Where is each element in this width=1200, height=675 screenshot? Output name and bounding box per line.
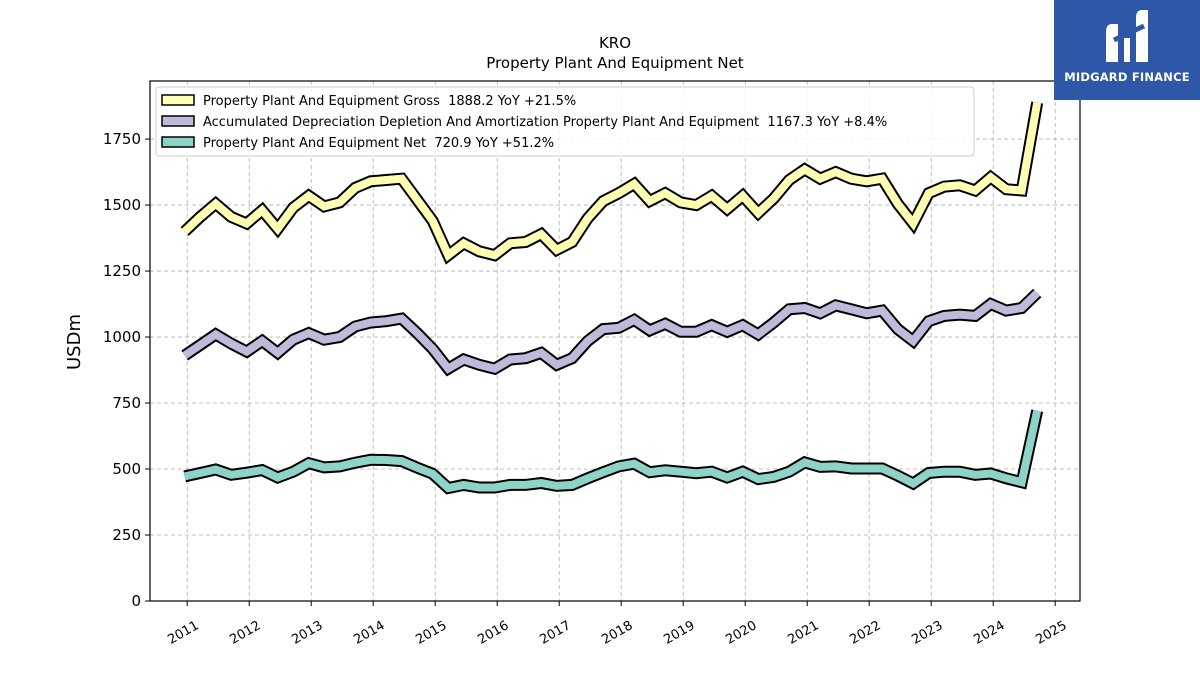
- x-tick-label: 2013: [289, 618, 325, 648]
- x-tick-label: 2023: [909, 618, 945, 648]
- y-tick-label: 1500: [103, 196, 141, 214]
- x-tick-label: 2011: [165, 618, 201, 648]
- series-gross: [180, 101, 1044, 265]
- logo-mark-icon: [1106, 10, 1148, 62]
- y-axis: 0 250 500 750 1000 1250 1500 1750: [103, 130, 150, 610]
- series-depreciation-line: [182, 290, 1040, 374]
- x-tick-label: 2014: [351, 618, 387, 648]
- x-tick-label: 2019: [661, 618, 697, 648]
- series-net-line: [183, 409, 1042, 493]
- x-tick-label: 2012: [227, 618, 263, 648]
- x-tick-label: 2025: [1033, 618, 1069, 648]
- y-tick-label: 500: [112, 460, 141, 478]
- x-axis: 2011 2012 2013 2014 2015 2016 2017 2018 2019 2020…: [165, 601, 1070, 648]
- legend-swatch-net: [161, 136, 195, 148]
- y-tick-label: 1250: [103, 262, 141, 280]
- legend-swatch-gross: [161, 94, 195, 106]
- x-tick-label: 2021: [785, 618, 821, 648]
- series-net-outline: [183, 409, 1044, 495]
- series-gross-line: [181, 101, 1042, 262]
- x-tick-label: 2018: [599, 618, 635, 648]
- x-tick-label: 2016: [475, 618, 511, 648]
- y-axis-label: USDm: [64, 314, 85, 370]
- logo-text: MIDGARD FINANCE: [1064, 70, 1190, 84]
- series-depreciation: [181, 288, 1042, 377]
- chart-subtitle: Property Plant And Equipment Net: [486, 54, 743, 72]
- y-tick-label: 1750: [103, 130, 141, 148]
- series-net: [183, 409, 1044, 495]
- series-layer: [180, 101, 1044, 495]
- plot-frame: [149, 80, 1081, 602]
- x-tick-label: 2017: [537, 618, 573, 648]
- y-tick-label: 0: [131, 592, 141, 610]
- y-tick-label: 250: [112, 526, 141, 544]
- legend-entry-depreciation: Accumulated Depreciation Depletion And A…: [203, 115, 887, 130]
- legend-entry-net: Property Plant And Equipment Net 720.9 Y…: [203, 136, 554, 151]
- chart-title: KRO: [599, 34, 631, 52]
- legend-box: [155, 86, 975, 157]
- x-tick-label: 2022: [847, 618, 883, 648]
- x-tick-label: 2020: [723, 618, 759, 648]
- legend-swatch-depreciation: [161, 115, 195, 127]
- x-tick-label: 2015: [413, 618, 449, 648]
- y-tick-label: 750: [112, 394, 141, 412]
- legend: Property Plant And Equipment Gross 1888.…: [155, 86, 975, 157]
- legend-entry-gross: Property Plant And Equipment Gross 1888.…: [203, 94, 576, 109]
- x-tick-label: 2024: [971, 618, 1007, 648]
- y-tick-label: 1000: [103, 328, 141, 346]
- midgard-finance-logo: MIDGARD FINANCE: [1054, 0, 1200, 100]
